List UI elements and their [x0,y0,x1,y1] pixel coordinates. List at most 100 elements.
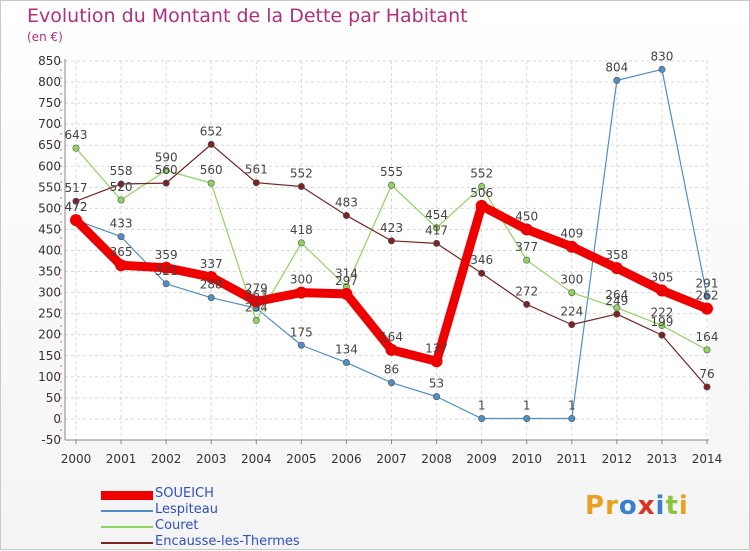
data-label: 76 [699,367,714,381]
data-label: 652 [200,124,223,138]
data-label: 272 [515,284,538,298]
y-tick-label: -50 [41,433,61,447]
data-point [252,316,260,324]
data-label: 346 [470,253,493,267]
data-label: 86 [384,363,399,377]
legend-label: SOUEICH [155,486,214,501]
data-label: 1 [478,399,486,413]
data-label: 472 [65,200,88,214]
y-tick-label: 150 [38,349,61,363]
legend-swatch [101,510,153,512]
x-tick-label: 2008 [421,452,452,466]
data-label: 300 [290,273,313,287]
data-point [703,292,711,300]
data-label: 288 [200,278,223,292]
data-label: 590 [155,150,178,164]
data-point [658,331,666,339]
data-point [478,182,486,190]
data-label: 377 [515,240,538,254]
data-point [610,262,623,275]
data-point [658,321,666,329]
data-label: 558 [110,164,133,178]
data-point [162,280,170,288]
data-point [387,181,395,189]
y-tick-label: 450 [38,222,61,236]
data-label: 291 [696,276,719,290]
data-label: 337 [200,257,223,271]
x-tick-label: 2000 [61,452,92,466]
data-label: 418 [290,223,313,237]
data-label: 409 [560,227,583,241]
data-label: 1 [568,399,576,413]
data-label: 279 [245,281,268,295]
x-tick-label: 2010 [511,452,542,466]
y-tick-label: 200 [38,328,61,342]
data-point [387,379,395,387]
data-point [433,224,441,232]
y-tick-label: 700 [38,117,61,131]
x-tick-label: 2001 [106,452,137,466]
y-tick-label: 0 [53,412,61,426]
data-point [162,179,170,187]
y-tick-label: 400 [38,244,61,258]
data-label: 359 [155,248,178,262]
data-label: 483 [335,196,358,210]
data-point [70,214,82,227]
y-tick-label: 50 [46,391,61,405]
data-label: 199 [650,315,673,329]
data-label: 433 [110,217,133,231]
data-point [115,259,128,272]
x-tick-label: 2004 [241,452,272,466]
legend-swatch [101,542,153,544]
x-tick-label: 2003 [196,452,227,466]
y-tick-label: 350 [38,265,61,279]
data-label: 224 [560,305,583,319]
data-label: 560 [155,163,178,177]
data-point [295,286,308,299]
data-point [475,199,488,212]
y-tick-label: 500 [38,201,61,215]
data-point [520,223,533,236]
legend-swatch [101,526,153,528]
y-tick-label: 250 [38,307,61,321]
data-point [252,179,260,187]
data-point [342,359,350,367]
data-label: 175 [290,325,313,339]
data-point [297,239,305,247]
data-point [72,197,80,205]
y-tick-label: 600 [38,159,61,173]
data-label: 423 [380,221,403,235]
data-point [117,180,125,188]
data-label: 506 [470,186,493,200]
data-label: 263 [245,288,268,302]
data-label: 454 [425,208,448,222]
y-tick-label: 800 [38,75,61,89]
data-point [162,166,170,174]
x-tick-label: 2007 [376,452,407,466]
data-label: 222 [650,305,673,319]
data-point [205,271,218,284]
data-point [523,256,531,264]
data-label: 804 [605,60,628,74]
data-point [433,239,441,247]
y-tick-label: 650 [38,138,61,152]
data-label: 164 [696,330,719,344]
line-chart: -50 0 50 100 150 200 250 300 350 400 450 500 550 600 6… [38,49,723,466]
data-label: 321 [155,264,178,278]
data-point [297,182,305,190]
data-label: 300 [560,273,583,287]
data-label: 561 [245,163,268,177]
x-tick-label: 2014 [692,452,723,466]
data-point [568,415,576,423]
chart-title: Evolution du Montant de la Dette par Hab… [27,5,468,27]
data-label: 164 [380,330,403,344]
data-point [478,415,486,423]
x-tick-label: 2013 [647,452,678,466]
y-tick-label: 100 [38,370,61,384]
y-tick-label: 300 [38,286,61,300]
data-point [523,415,531,423]
data-label: 1 [523,399,531,413]
data-label: 297 [335,274,358,288]
x-tick-label: 2009 [466,452,497,466]
